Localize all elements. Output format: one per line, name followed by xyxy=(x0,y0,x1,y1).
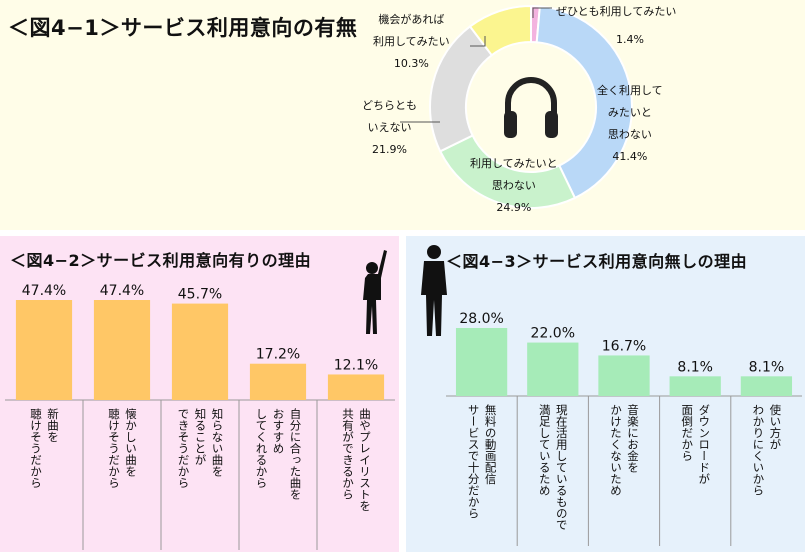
bar-value-label-2: 45.7% xyxy=(178,287,222,303)
bar-chart-2: 28.0% 22.0% 16.7% 8.1% 8.1% xyxy=(446,311,802,546)
pie-panel: ＜図4−1＞サービス利用意向の有無 ぜひとも利用してみたい 1.4% 全く利用し… xyxy=(0,0,805,230)
pie-leader-line-0 xyxy=(532,7,552,18)
woman-silhouette-icon xyxy=(363,250,387,334)
bar-3 xyxy=(669,376,721,396)
bar-chart-1-title: ＜図4−2＞サービス利用意向有りの理由 xyxy=(10,251,312,270)
bar-value-label-1: 47.4% xyxy=(100,283,144,299)
bar-value-label-3: 8.1% xyxy=(677,359,713,375)
bar-value-label-4: 8.1% xyxy=(749,359,785,375)
reasons-no-panel: ＜図4−3＞サービス利用意向無しの理由 28.0% 22.0% 16.7% 8.1% 8… xyxy=(406,236,805,552)
bar-value-label-0: 28.0% xyxy=(459,311,503,327)
bar-4 xyxy=(327,374,385,400)
category-label-1: 懐かしい曲を 聴けそうだから xyxy=(107,408,138,489)
bar-chart-2-title: ＜図4−3＞サービス利用意向無しの理由 xyxy=(446,252,748,271)
reasons-yes-panel: ＜図4−2＞サービス利用意向有りの理由 47.4% 47.4% 45.7% 17.2%… xyxy=(0,236,399,552)
pie-value-slice-0: 1.4% xyxy=(616,33,644,46)
category-label-2: 音楽にお金を かけたくないため xyxy=(609,404,640,496)
category-label-0: 無料の動画配信 サービスで十分だから xyxy=(466,404,498,519)
pie-chart xyxy=(400,4,633,209)
pie-label-slice-0: ぜひとも利用してみたい xyxy=(556,5,677,18)
category-label-4: 曲やプレイリストを 共有ができるから xyxy=(341,408,372,512)
pie-label-slice-2: 利用してみたいと 思わない 24.9% xyxy=(470,157,558,214)
pie-chart-title: ＜図4−1＞サービス利用意向の有無 xyxy=(8,16,358,40)
bar-3 xyxy=(249,363,307,400)
pie-label-slice-1: 全く利用して みたいと 思わない 41.4% xyxy=(597,84,663,163)
bar-0 xyxy=(15,300,73,400)
category-label-4: 使い方が わかりにくいから xyxy=(751,404,783,496)
category-label-3: ダウンロードが 面倒だから xyxy=(680,404,712,485)
bar-1 xyxy=(527,342,579,396)
bar-value-label-3: 17.2% xyxy=(256,347,300,363)
bar-4 xyxy=(740,376,793,396)
pie-label-slice-3: どちらとも いえない 21.9% xyxy=(362,99,417,156)
bar-2 xyxy=(171,303,229,400)
category-label-2: 知らない曲を 知ることが できそうだから xyxy=(176,408,225,489)
pie-label-slice-4: 機会があれば 利用してみたい 10.3% xyxy=(373,13,450,70)
bar-0 xyxy=(455,328,508,396)
bar-value-label-1: 22.0% xyxy=(531,326,575,342)
bar-value-label-4: 12.1% xyxy=(334,357,378,373)
category-label-3: 自分に合った曲を おすすめ してくれるから xyxy=(254,408,303,500)
bar-chart-1: 47.4% 47.4% 45.7% 17.2% 12.1% xyxy=(5,283,395,550)
man-silhouette-icon xyxy=(421,245,447,336)
bar-value-label-2: 16.7% xyxy=(602,338,646,354)
bar-1 xyxy=(93,300,151,400)
pie-leader-line-1 xyxy=(470,36,486,47)
bar-value-label-0: 47.4% xyxy=(22,283,66,299)
bar-2 xyxy=(598,355,650,396)
category-label-0: 新曲を 聴けそうだから xyxy=(29,408,60,489)
pie-slice-1 xyxy=(535,5,633,200)
category-label-1: 現在活用しているもので 満足しているため xyxy=(537,404,569,531)
headphones-icon xyxy=(504,77,558,138)
